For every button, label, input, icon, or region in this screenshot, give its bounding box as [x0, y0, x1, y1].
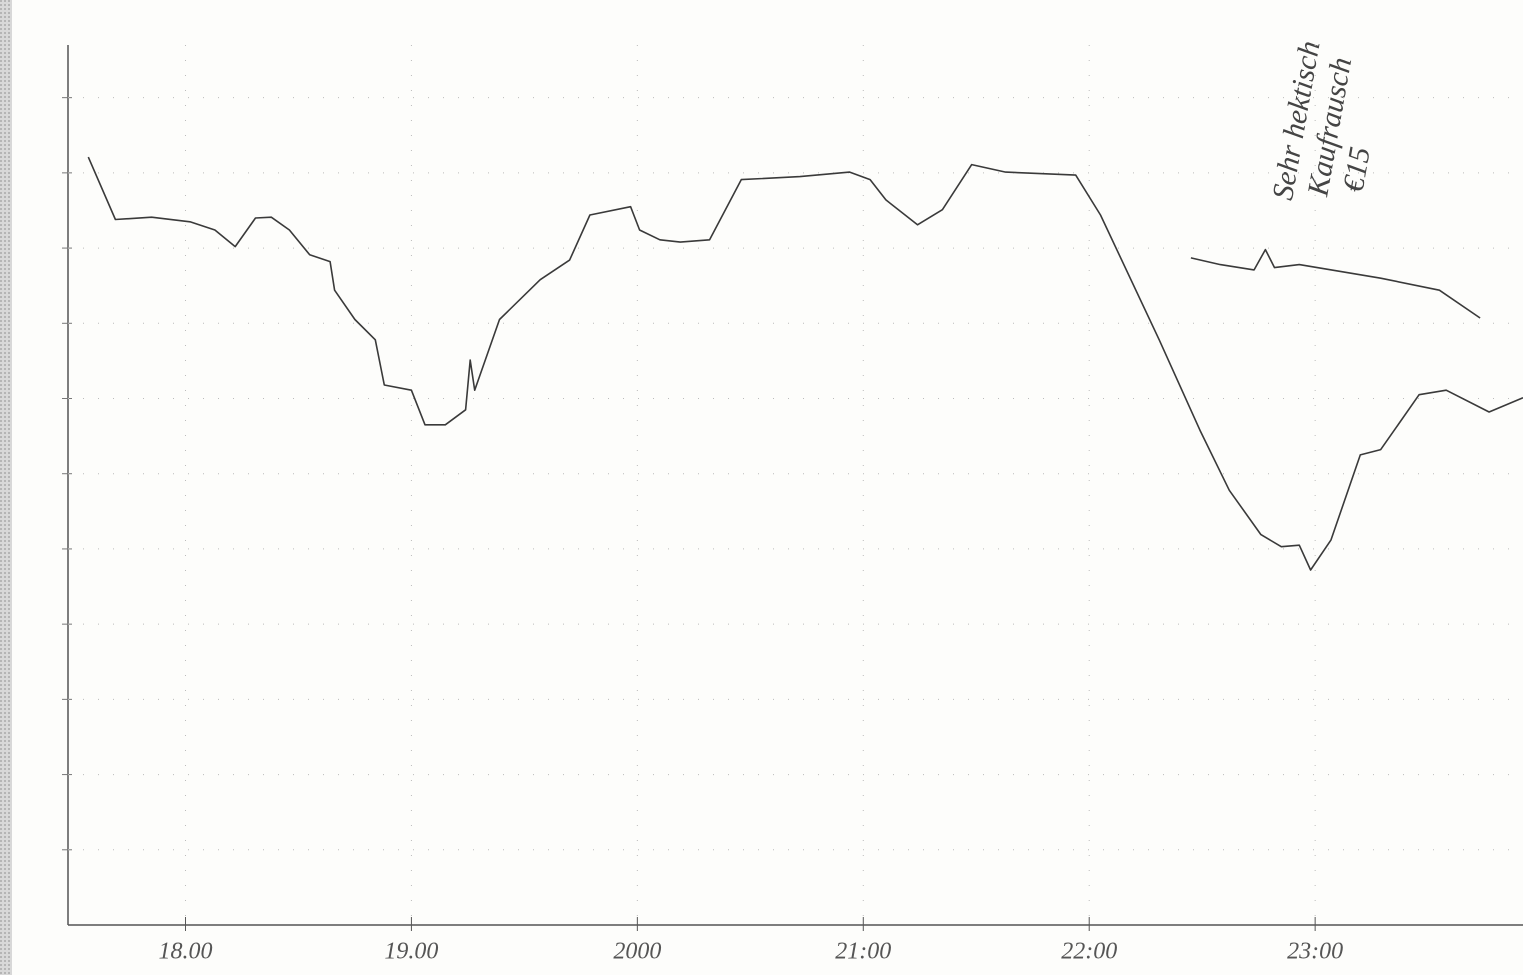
- x-tick-label: 2000: [613, 939, 661, 965]
- data-line: [1190, 248, 1481, 319]
- x-tick-label: 21:00: [835, 939, 891, 965]
- x-tick-label: 19.00: [384, 939, 438, 965]
- x-tick-label: 22:00: [1061, 939, 1117, 965]
- x-tick-label: 23:00: [1287, 939, 1343, 965]
- data-line: [87, 156, 1523, 571]
- x-tick-label: 18.00: [158, 939, 212, 965]
- scan-edge: [0, 0, 12, 975]
- annotation-line: €15: [1337, 144, 1377, 194]
